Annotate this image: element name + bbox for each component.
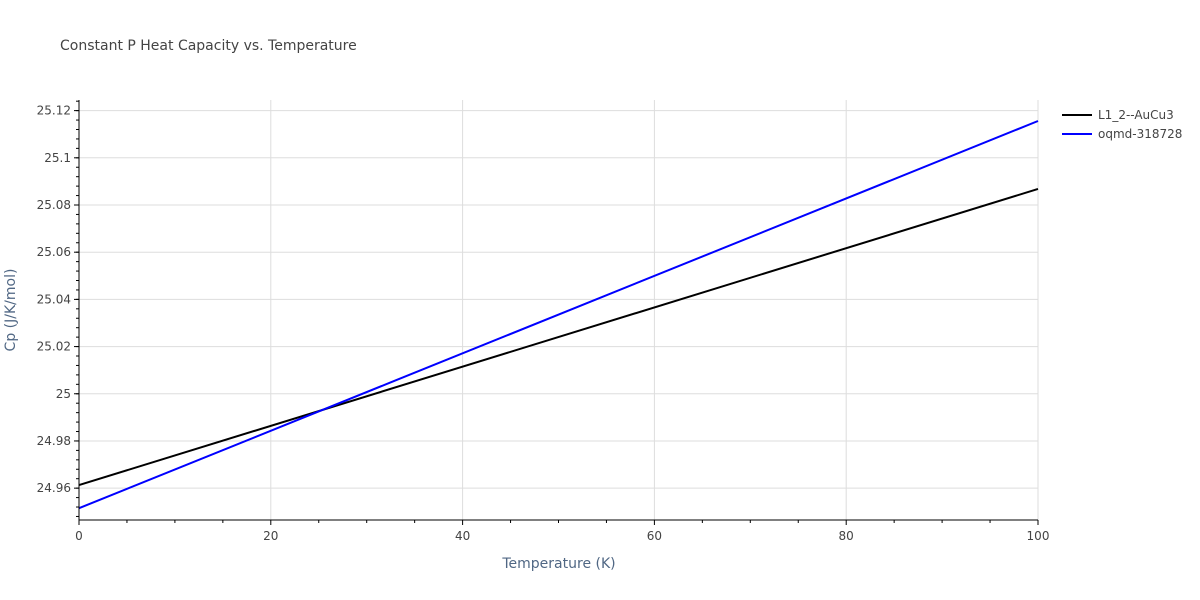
y-tick-label: 25.12 xyxy=(37,104,71,118)
x-tick-label: 40 xyxy=(455,529,470,543)
y-tick-label: 24.98 xyxy=(37,434,71,448)
y-tick-label: 25.02 xyxy=(37,340,71,354)
legend-item[interactable]: oqmd-318728 xyxy=(1062,127,1182,141)
y-tick-label: 24.96 xyxy=(37,481,71,495)
axes: 0 20 40 60 80 100 24.96 24.98 25 25.02 25.04 25.06 2… xyxy=(37,100,1050,543)
legend-label: oqmd-318728 xyxy=(1098,127,1182,141)
y-axis-title: Cp (J/K/mol) xyxy=(3,269,19,352)
legend[interactable]: L1_2--AuCu3 oqmd-318728 xyxy=(1062,108,1182,141)
series-line xyxy=(78,187,1039,487)
y-tick-label: 25 xyxy=(56,387,71,401)
x-tick-label: 60 xyxy=(647,529,662,543)
chart-title: Constant P Heat Capacity vs. Temperature xyxy=(60,38,357,54)
grid-lines xyxy=(79,100,1039,520)
series-line xyxy=(78,120,1039,510)
x-tick-label: 20 xyxy=(263,529,278,543)
x-tick-label: 0 xyxy=(75,529,83,543)
series-layer xyxy=(78,120,1039,510)
y-tick-label: 25.04 xyxy=(37,292,71,306)
x-tick-label: 100 xyxy=(1027,529,1050,543)
y-tick-label: 25.06 xyxy=(37,245,71,259)
x-tick-label: 80 xyxy=(839,529,854,543)
y-tick-label: 25.1 xyxy=(44,151,71,165)
y-tick-label: 25.08 xyxy=(37,198,71,212)
legend-item[interactable]: L1_2--AuCu3 xyxy=(1062,108,1174,122)
legend-label: L1_2--AuCu3 xyxy=(1098,108,1174,122)
x-axis-title: Temperature (K) xyxy=(501,556,615,572)
